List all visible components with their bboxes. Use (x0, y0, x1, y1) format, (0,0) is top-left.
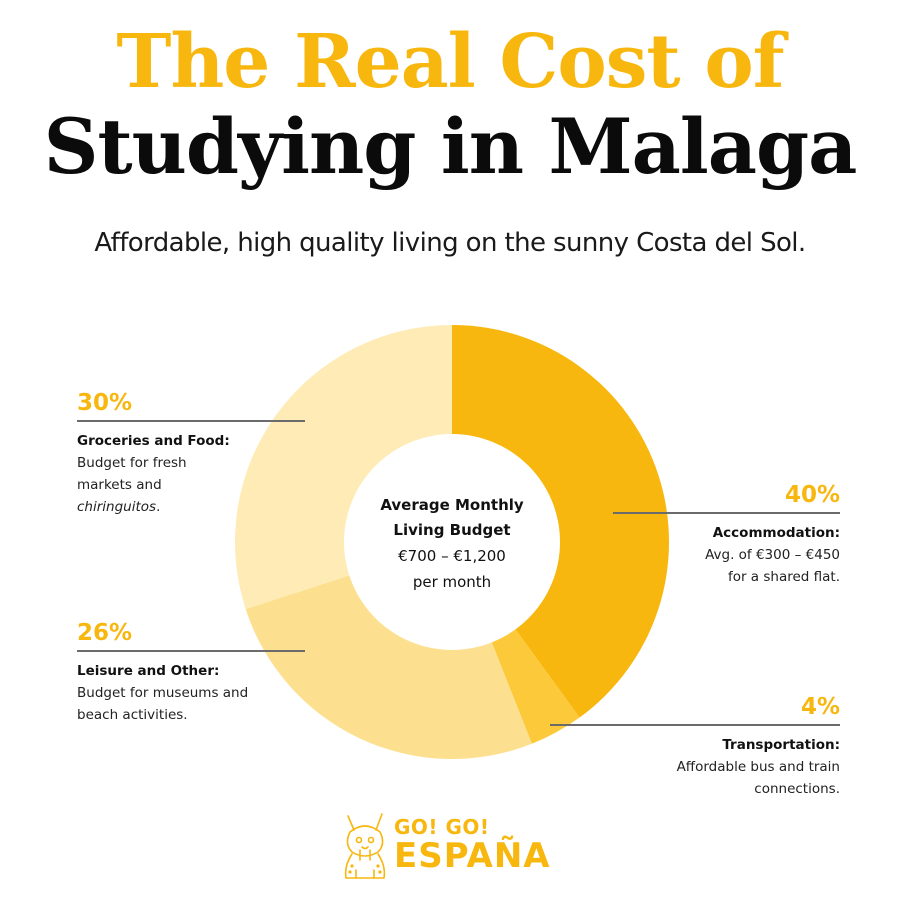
accommodation-desc-2: for a shared flat. (727, 568, 840, 585)
callout-transportation: 4% Transportation: Affordable bus and tr… (550, 693, 840, 800)
groceries-label: Groceries and Food: (77, 432, 230, 449)
logo-line-1: GO! GO! (394, 815, 490, 839)
transportation-percent: 4% (800, 694, 840, 720)
accommodation-label: Accommodation: (712, 524, 840, 541)
center-period: per month (412, 573, 492, 591)
groceries-rule (77, 420, 305, 422)
leisure-rule (77, 650, 305, 652)
title-line-1: The Real Cost of (116, 19, 784, 105)
callout-groceries: 30% Groceries and Food: Budget for fresh… (77, 389, 305, 518)
groceries-desc-2: markets and (77, 476, 162, 493)
accommodation-desc-1: Avg. of €300 – €450 (705, 546, 840, 563)
leisure-percent: 26% (77, 620, 133, 646)
donut-hole (344, 434, 560, 650)
logo-wordmark: GO! GO! ESPAÑA (394, 816, 551, 874)
groceries-percent: 30% (77, 390, 133, 416)
leisure-desc-1: Budget for museums and (77, 684, 249, 701)
donut-slices (234, 325, 669, 760)
center-title-line-2: Living Budget (393, 521, 511, 539)
subtitle: Affordable, high quality living on the s… (94, 228, 806, 258)
accommodation-rule (613, 512, 840, 514)
groceries-desc-1: Budget for fresh (77, 454, 187, 471)
transportation-desc-1: Affordable bus and train (676, 758, 840, 775)
transportation-desc-2: connections. (754, 780, 840, 797)
accommodation-percent: 40% (784, 482, 840, 508)
callout-leisure: 26% Leisure and Other: Budget for museum… (77, 619, 305, 726)
center-title-line-1: Average Monthly (380, 496, 524, 514)
lynx-mascot-icon (344, 813, 386, 879)
leisure-desc-2: beach activities. (77, 706, 188, 723)
groceries-desc-3: chiringuitos. (77, 496, 305, 518)
leisure-label: Leisure and Other: (77, 662, 220, 679)
center-range: €700 – €1,200 (398, 547, 506, 565)
logo-line-2: ESPAÑA (394, 836, 551, 876)
title-line-2: Studying in Malaga (43, 102, 858, 191)
transportation-label: Transportation: (722, 736, 840, 753)
slice-accommodation (452, 325, 669, 718)
transportation-rule (550, 724, 840, 726)
callout-accommodation: 40% Accommodation: Avg. of €300 – €450 f… (613, 481, 840, 588)
center-label: Average Monthly Living Budget €700 – €1,… (352, 493, 552, 595)
go-go-espana-logo: GO! GO! ESPAÑA (338, 810, 568, 882)
groceries-desc-italic: chiringuitos (77, 498, 157, 515)
groceries-desc-suffix: . (156, 498, 161, 515)
